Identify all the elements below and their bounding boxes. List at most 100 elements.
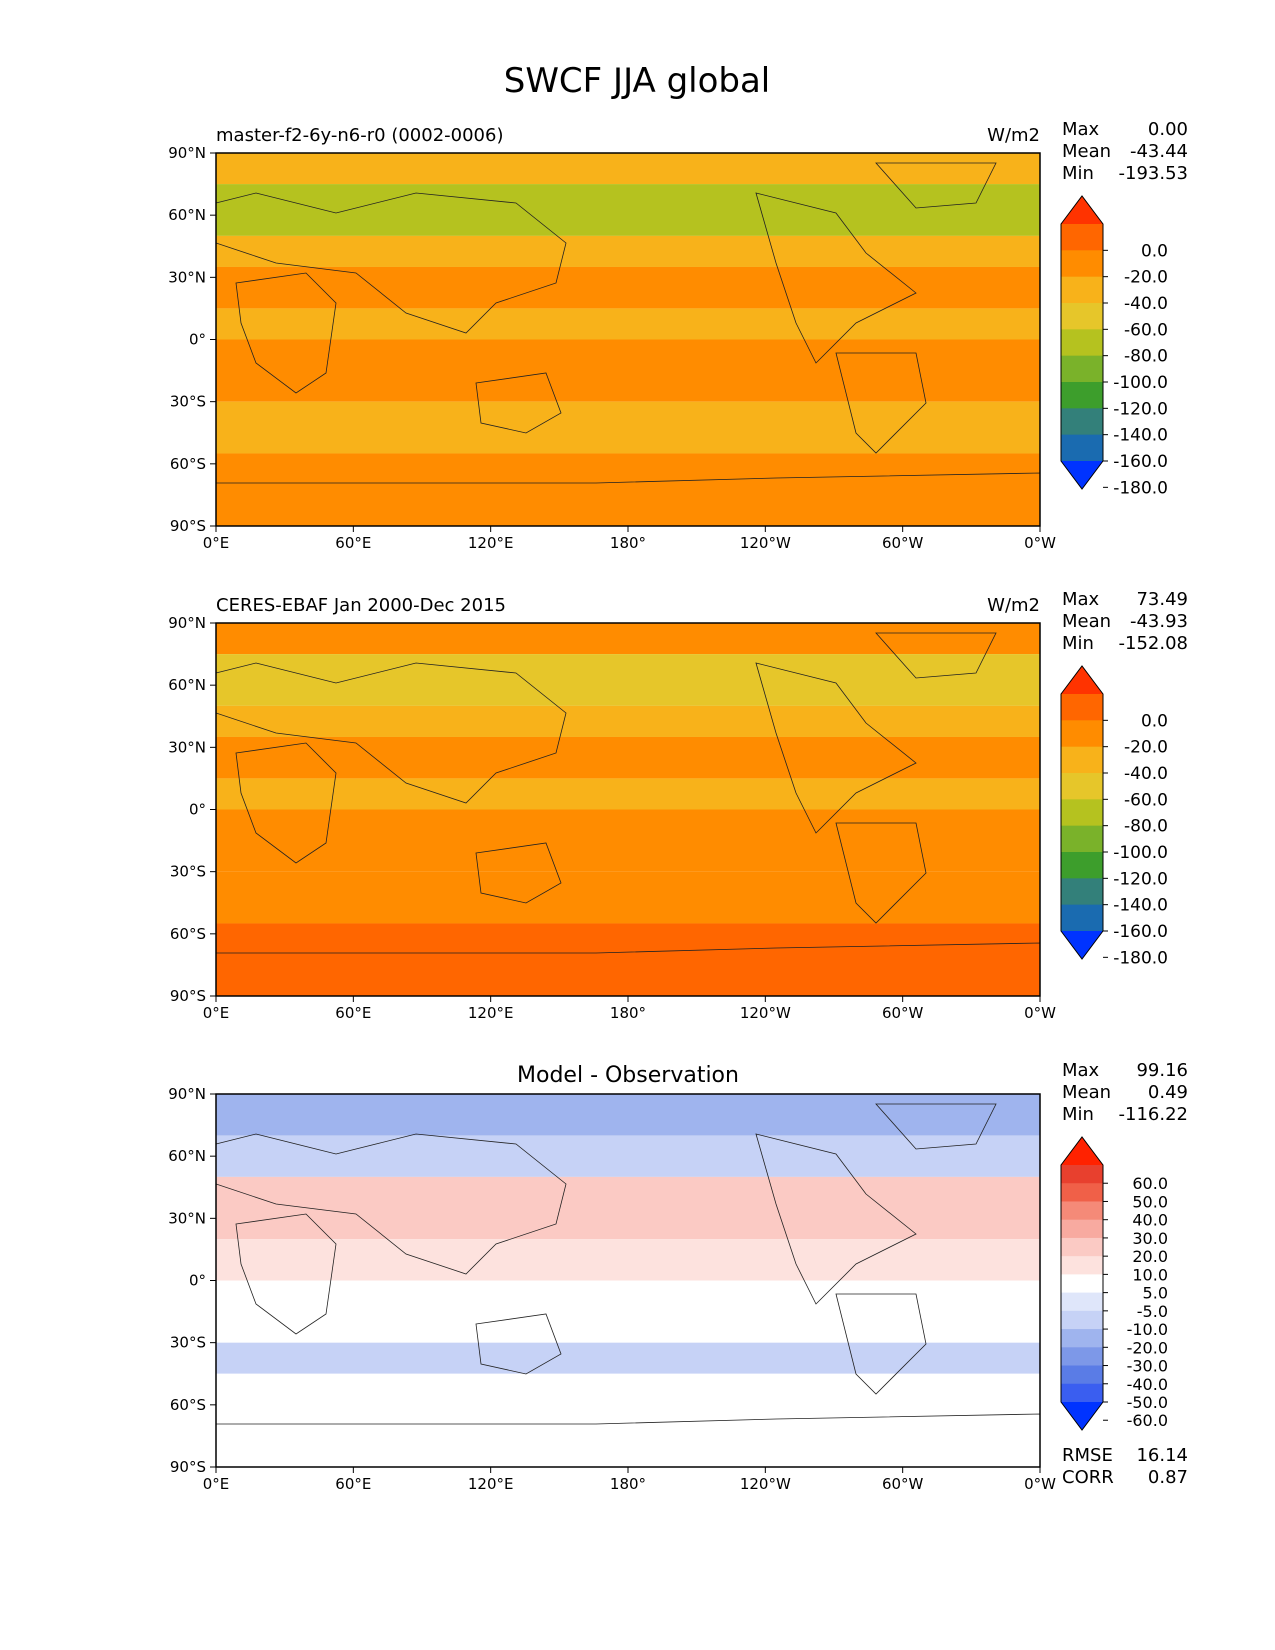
lat-tick-label: 30°S [170, 1334, 206, 1352]
lat-tick-label: 30°S [170, 863, 206, 881]
lat-tick-label: 0° [189, 1272, 206, 1290]
field-band-1 [216, 1135, 1040, 1177]
lon-tick-label: 60°W [882, 534, 924, 552]
field-band-6 [216, 871, 1040, 924]
stat-label: Max [1062, 1060, 1100, 1081]
colorbar-label: -40.0 [1127, 1375, 1168, 1394]
colorbar-segment [1061, 1365, 1103, 1385]
colorbar-label: 50.0 [1132, 1192, 1168, 1211]
panel-title-center: Model - Observation [517, 1063, 739, 1088]
lon-tick-label: 0°W [1024, 534, 1056, 552]
field-band-6 [216, 1373, 1040, 1467]
colorbar-label: 0.0 [1141, 241, 1168, 261]
stats-block: Max 0.00 Mean -43.44 Min -193.53 [1062, 119, 1188, 184]
lon-tick-label: 60°W [882, 1004, 924, 1022]
coastline-1 [235, 1213, 337, 1335]
lat-tick-label: 60°N [168, 1147, 206, 1165]
lat-tick-label: 30°N [168, 738, 206, 756]
map-area [215, 1093, 1041, 1468]
lat-tick-label: 60°S [170, 455, 206, 473]
colorbar-label: -120.0 [1113, 869, 1168, 889]
colorbar-segment [1061, 1183, 1103, 1202]
field-band-3 [216, 266, 1040, 309]
colorbar-segment [1061, 276, 1103, 304]
coastline-6 [875, 1103, 997, 1150]
colorbar-label: -20.0 [1124, 268, 1168, 288]
colorbar-segment [1061, 303, 1103, 330]
coastline-3 [755, 1133, 917, 1305]
colorbar-segment [1061, 746, 1103, 774]
colorbar-segment [1061, 799, 1103, 827]
lat-tick-label: 90°S [170, 987, 206, 1005]
coastline-3 [755, 192, 917, 364]
coastline-2 [475, 1313, 562, 1375]
colorbar-label: -30.0 [1127, 1357, 1168, 1376]
lon-tick-label: 0°W [1024, 1004, 1056, 1022]
colorbar-label: -180.0 [1113, 478, 1168, 498]
stat-label: Mean [1062, 611, 1111, 632]
panel-observation: CERES-EBAF Jan 2000-Dec 2015 W/m2 Max 73.… [168, 589, 1188, 1022]
field-band-6 [216, 401, 1040, 454]
colorbar-label: -100.0 [1113, 373, 1168, 393]
colorbar-segment [1061, 1329, 1103, 1348]
colorbar-label: 5.0 [1143, 1284, 1168, 1303]
colorbar-segment [1061, 904, 1103, 932]
panel-title-left: CERES-EBAF Jan 2000-Dec 2015 [216, 595, 506, 616]
stat-label: Max [1062, 119, 1100, 140]
colorbar-segment [1061, 1310, 1103, 1330]
field-band-2 [216, 235, 1040, 267]
colorbar-label: -160.0 [1113, 922, 1168, 942]
field-band-0 [216, 1094, 1040, 1136]
lon-tick-label: 0°E [203, 534, 230, 552]
colorbar-label: -20.0 [1127, 1338, 1168, 1357]
lat-tick-label: 30°N [168, 1209, 206, 1227]
lon-tick-label: 120°E [468, 1475, 514, 1493]
stat-label: CORR [1062, 1467, 1114, 1488]
colorbar-label: 40.0 [1132, 1211, 1168, 1230]
field-band-2 [216, 1176, 1040, 1240]
panel-difference: Model - Observation Max 99.16 Mean 0.49 Min -… [168, 1060, 1188, 1493]
field-band-4 [216, 308, 1040, 340]
figure-title: SWCF JJA global [504, 61, 771, 101]
panel-title-left: master-f2-6y-n6-r0 (0002-0006) [216, 125, 503, 146]
lat-tick-label: 30°N [168, 268, 206, 286]
colorbar-label: -140.0 [1113, 896, 1168, 916]
field-band-2 [216, 705, 1040, 737]
colorbar-segment [1061, 1165, 1103, 1184]
colorbar-label: -10.0 [1127, 1320, 1168, 1339]
colorbar-segment [1061, 878, 1103, 906]
coastline-1 [235, 742, 337, 864]
colorbar-label: -20.0 [1124, 738, 1168, 758]
field-band-0 [216, 623, 1040, 655]
lat-tick-label: 90°N [168, 1085, 206, 1103]
coastline-6 [875, 162, 997, 209]
axis-ticks: 90°N 60°N 30°N 0° 30°S 60°S 90°S0°E 60°E 120°E 18… [168, 1085, 1056, 1493]
stat-label: RMSE [1062, 1445, 1113, 1466]
colorbar-label: -40.0 [1124, 764, 1168, 784]
stat-label: Mean [1062, 1082, 1111, 1103]
colorbar-extend-min [1061, 461, 1103, 489]
stat-value: 0.00 [1148, 119, 1188, 140]
colorbar-segment [1061, 329, 1103, 357]
coastline-0 [215, 662, 567, 804]
lat-tick-label: 90°S [170, 1458, 206, 1476]
colorbar-segment [1061, 1274, 1103, 1294]
colorbar-extend-min [1061, 931, 1103, 959]
axis-ticks: 90°N 60°N 30°N 0° 30°S 60°S 90°S0°E 60°E 120°E 18… [168, 614, 1056, 1022]
stat-value: -193.53 [1119, 163, 1188, 184]
lon-tick-label: 180° [610, 1004, 646, 1022]
stat-label: Min [1062, 633, 1094, 654]
colorbar-segment [1061, 773, 1103, 800]
colorbar-label: 30.0 [1132, 1229, 1168, 1248]
colorbar-label: -60.0 [1127, 1411, 1168, 1430]
field-band-3 [216, 1239, 1040, 1281]
coastline-0 [215, 1133, 567, 1275]
lat-tick-label: 90°S [170, 517, 206, 535]
colorbar-label: -100.0 [1113, 843, 1168, 863]
colorbar: 0.0 -20.0 -40.0 -60.0 -80.0 -100.0 -120.0 -140.… [1060, 665, 1168, 968]
lon-tick-label: 120°E [468, 534, 514, 552]
colorbar-segment [1061, 694, 1103, 721]
colorbar-label: -140.0 [1113, 426, 1168, 446]
colorbar-extend-max [1061, 666, 1103, 694]
